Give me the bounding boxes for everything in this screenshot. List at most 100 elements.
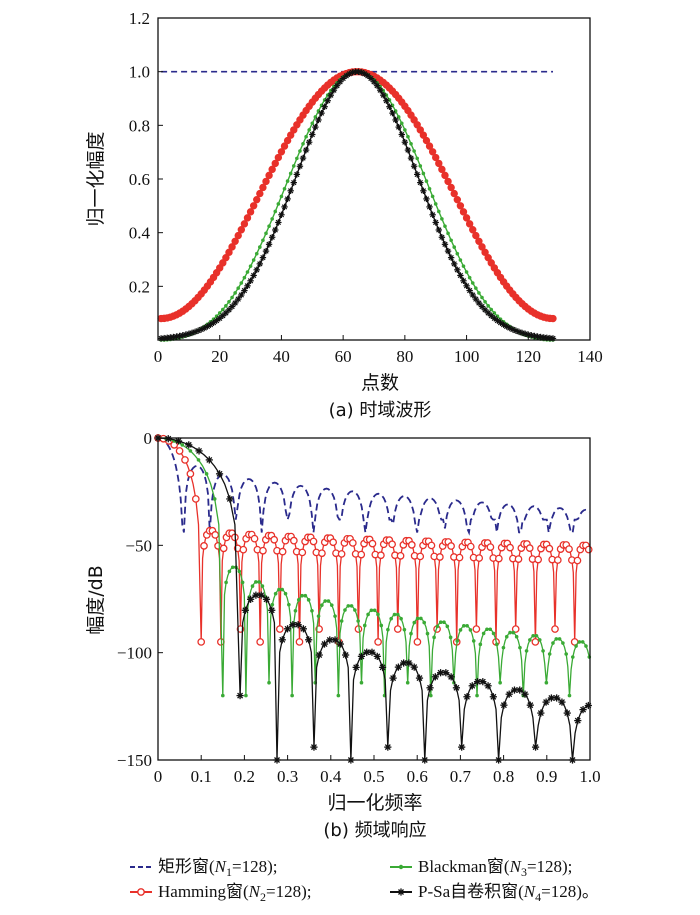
freq-marker <box>489 693 497 701</box>
freq-marker <box>197 638 206 646</box>
freq-marker <box>435 624 440 629</box>
freq-marker <box>196 458 201 462</box>
freq-marker <box>186 469 195 478</box>
time-marker <box>399 121 404 126</box>
freq-marker <box>283 625 292 633</box>
legend-label-name: 矩形窗( <box>158 857 215 876</box>
time-domain-plot-area <box>157 68 557 342</box>
freq-marker <box>551 641 555 645</box>
freq-marker <box>270 602 275 607</box>
time-marker <box>234 231 242 240</box>
y-tick-label: 0.6 <box>129 170 150 189</box>
freq-marker <box>357 652 366 660</box>
time-series-line <box>161 71 554 320</box>
legend-label-rest: =128); <box>527 857 572 876</box>
time-marker <box>380 91 387 99</box>
freq-marker <box>331 636 339 644</box>
time-marker <box>424 179 429 183</box>
time-marker <box>437 209 441 214</box>
freq-marker <box>501 645 506 650</box>
time-marker <box>245 270 250 274</box>
time-marker <box>376 86 384 94</box>
time-domain-caption: (a) 时域波形 <box>329 400 432 421</box>
time-marker <box>256 260 264 268</box>
freq-marker <box>277 587 281 592</box>
time-marker <box>472 231 480 240</box>
freq-marker <box>377 551 385 560</box>
freq-marker <box>553 556 562 564</box>
time-marker <box>481 248 489 257</box>
time-marker <box>265 241 273 248</box>
time-marker <box>432 219 439 226</box>
time-marker <box>321 103 328 110</box>
freq-marker <box>369 608 374 613</box>
legend-label-rest: =128); <box>232 857 277 876</box>
time-series-2 <box>157 68 557 323</box>
freq-marker <box>336 640 344 648</box>
x-tick-label: 0 <box>154 767 163 786</box>
freq-marker <box>579 706 587 714</box>
y-tick-label: 0.2 <box>129 277 150 296</box>
freq-marker <box>506 543 514 552</box>
time-marker <box>262 247 270 255</box>
freq-marker <box>561 641 565 645</box>
freq-marker <box>429 693 433 698</box>
time-marker <box>272 226 279 234</box>
time-marker <box>277 148 286 156</box>
freq-marker <box>273 591 278 596</box>
time-marker <box>421 171 426 176</box>
time-marker <box>435 159 443 168</box>
time-marker <box>435 226 442 234</box>
time-marker <box>412 149 416 153</box>
x-tick-label: 0.1 <box>191 767 212 786</box>
freq-marker <box>516 686 524 694</box>
legend-label-symbol: N <box>509 857 523 876</box>
time-marker <box>451 260 458 268</box>
freq-marker <box>305 636 313 644</box>
time-marker <box>222 253 230 262</box>
time-marker <box>444 177 452 186</box>
freq-marker <box>565 545 573 553</box>
legend-label-rest: =128)。 <box>541 882 599 901</box>
freq-marker <box>388 540 396 549</box>
freq-marker <box>372 608 377 613</box>
freq-series-1 <box>157 437 590 536</box>
freq-marker <box>212 497 217 501</box>
time-marker <box>494 317 501 324</box>
x-tick-label: 120 <box>516 347 542 366</box>
x-tick-label: 0.3 <box>277 767 298 786</box>
freq-marker <box>463 693 471 701</box>
freq-marker <box>541 649 545 653</box>
freq-marker <box>298 548 307 557</box>
y-tick-label: 0.8 <box>129 116 150 135</box>
freq-marker <box>226 495 234 503</box>
freq-series-line <box>157 437 589 761</box>
freq-marker <box>376 612 380 617</box>
legend-label-subscript: 1 <box>226 865 232 879</box>
time-marker <box>444 247 452 255</box>
legend-item-4: P-Sa自卷积窗(N4=128)。 <box>390 882 599 904</box>
time-marker <box>281 203 288 211</box>
time-marker <box>250 272 257 279</box>
freq-marker <box>195 447 203 455</box>
time-marker <box>459 208 468 216</box>
freq-marker <box>300 593 304 598</box>
time-series-4 <box>157 68 557 342</box>
freq-marker <box>508 630 512 635</box>
freq-marker <box>329 538 338 547</box>
legend-label-rest: =128); <box>266 882 311 901</box>
time-marker <box>306 139 313 146</box>
time-marker <box>214 314 219 318</box>
time-marker <box>415 156 420 161</box>
freq-marker <box>419 616 423 621</box>
legend-swatch-marker <box>398 864 404 870</box>
freq-marker <box>495 642 499 647</box>
time-marker <box>453 195 462 204</box>
time-marker <box>478 243 486 251</box>
time-marker <box>433 202 438 206</box>
time-marker <box>483 299 487 304</box>
time-marker <box>236 286 241 290</box>
time-marker <box>455 251 460 256</box>
time-marker <box>395 123 402 131</box>
freq-marker <box>484 682 492 690</box>
